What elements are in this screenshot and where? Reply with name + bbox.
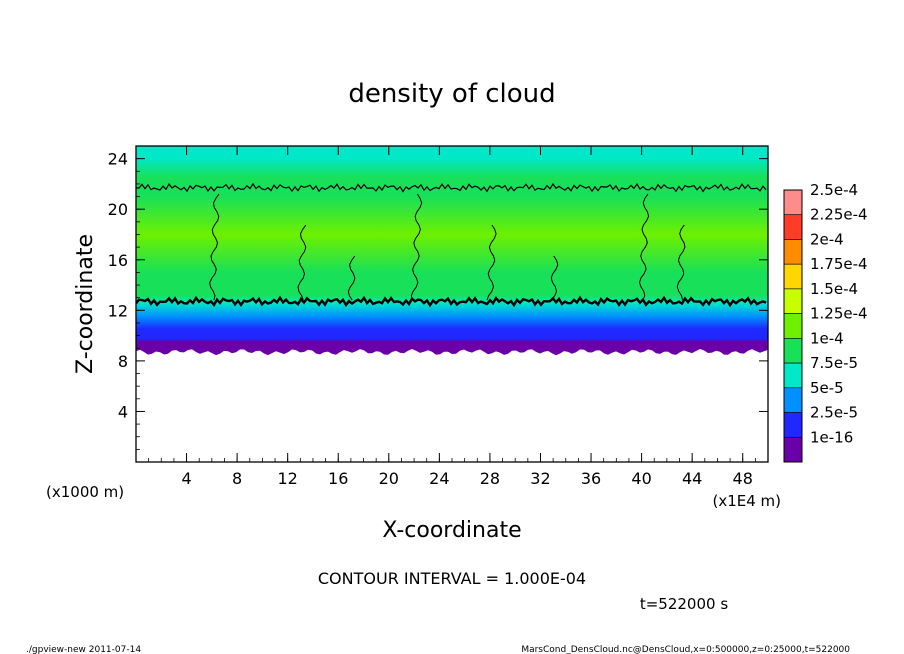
colorbar-label: 1e-16 — [810, 428, 853, 446]
colorbar-label: 1.5e-4 — [810, 280, 858, 298]
x-tick-label: 4 — [181, 469, 191, 488]
y-axis-label: Z-coordinate — [73, 234, 98, 374]
colorbar-swatch — [783, 214, 803, 240]
chart-title: density of cloud — [348, 79, 555, 109]
x-tick-label: 12 — [278, 469, 298, 488]
contour-streak — [347, 255, 356, 301]
contour-streak — [297, 224, 307, 301]
colorbar-swatch — [783, 412, 803, 438]
x-tick-label: 32 — [530, 469, 550, 488]
colorbar-label: 2.5e-5 — [810, 404, 858, 422]
x-tick-label: 28 — [480, 469, 500, 488]
x-axis-ticks: 4 8 12 16 20 24 28 32 36 40 44 48 — [135, 146, 769, 488]
contour-streak — [410, 193, 423, 301]
colorbar-label: 7.5e-5 — [810, 354, 858, 372]
x-axis-label: X-coordinate — [382, 518, 521, 543]
colorbar-swatch — [783, 288, 803, 314]
colorbar-swatch — [783, 338, 803, 364]
footer-left: ./gpview-new 2011-07-14 — [26, 645, 141, 654]
y-axis-unit: (x1000 m) — [46, 483, 124, 501]
colorbar-label: 2e-4 — [810, 230, 844, 248]
colorbar-swatch — [783, 436, 803, 463]
colorbar-label: 1e-4 — [810, 329, 844, 347]
colorbar-label: 2.25e-4 — [810, 206, 868, 224]
cloud-base-fringe — [136, 340, 768, 356]
colorbar-label: 2.5e-4 — [810, 181, 858, 199]
contour-streak — [209, 193, 220, 301]
colorbar-swatch — [783, 387, 803, 413]
x-tick-label: 8 — [232, 469, 242, 488]
y-tick-label: 24 — [108, 150, 128, 169]
colorbar-swatch — [783, 313, 803, 339]
colorbar: 2.5e-4 2.25e-4 2e-4 1.75e-4 1.5e-4 1.25e-4 1e-… — [783, 181, 868, 463]
y-tick-label: 4 — [118, 402, 128, 421]
colorbar-label: 1.25e-4 — [810, 305, 868, 323]
contour-line — [136, 295, 767, 308]
contour-interval-label: CONTOUR INTERVAL = 1.000E-04 — [318, 569, 586, 588]
contour-lines — [136, 182, 767, 308]
x-axis-unit: (x1E4 m) — [712, 492, 781, 510]
y-axis-ticks: 4 8 12 16 20 24 — [108, 150, 768, 450]
colorbar-label: 5e-5 — [810, 379, 844, 397]
colorbar-swatch — [783, 362, 803, 389]
x-tick-label: 44 — [682, 469, 702, 488]
cloud-features — [136, 340, 768, 356]
colorbar-swatch — [783, 263, 803, 290]
contour-streak — [638, 193, 650, 301]
y-tick-label: 8 — [118, 352, 128, 371]
contour-streak — [676, 224, 686, 301]
contour-line — [136, 182, 767, 193]
time-label: t=522000 s — [640, 595, 728, 613]
footer-right: MarsCond_DensCloud.nc@DensCloud,x=0:5000… — [521, 645, 850, 654]
colorbar-label: 1.75e-4 — [810, 255, 868, 273]
contour-streak — [550, 255, 559, 301]
x-tick-label: 16 — [328, 469, 348, 488]
y-tick-label: 12 — [108, 301, 128, 320]
x-tick-label: 20 — [379, 469, 399, 488]
y-tick-label: 16 — [108, 251, 128, 270]
x-tick-label: 40 — [631, 469, 651, 488]
y-tick-label: 20 — [108, 200, 128, 219]
colorbar-swatch — [783, 189, 803, 216]
x-tick-label: 48 — [733, 469, 753, 488]
colorbar-frame — [783, 189, 803, 463]
x-tick-label: 36 — [581, 469, 601, 488]
contour-streak — [486, 224, 497, 301]
colorbar-swatch — [783, 239, 803, 265]
x-tick-label: 24 — [429, 469, 449, 488]
